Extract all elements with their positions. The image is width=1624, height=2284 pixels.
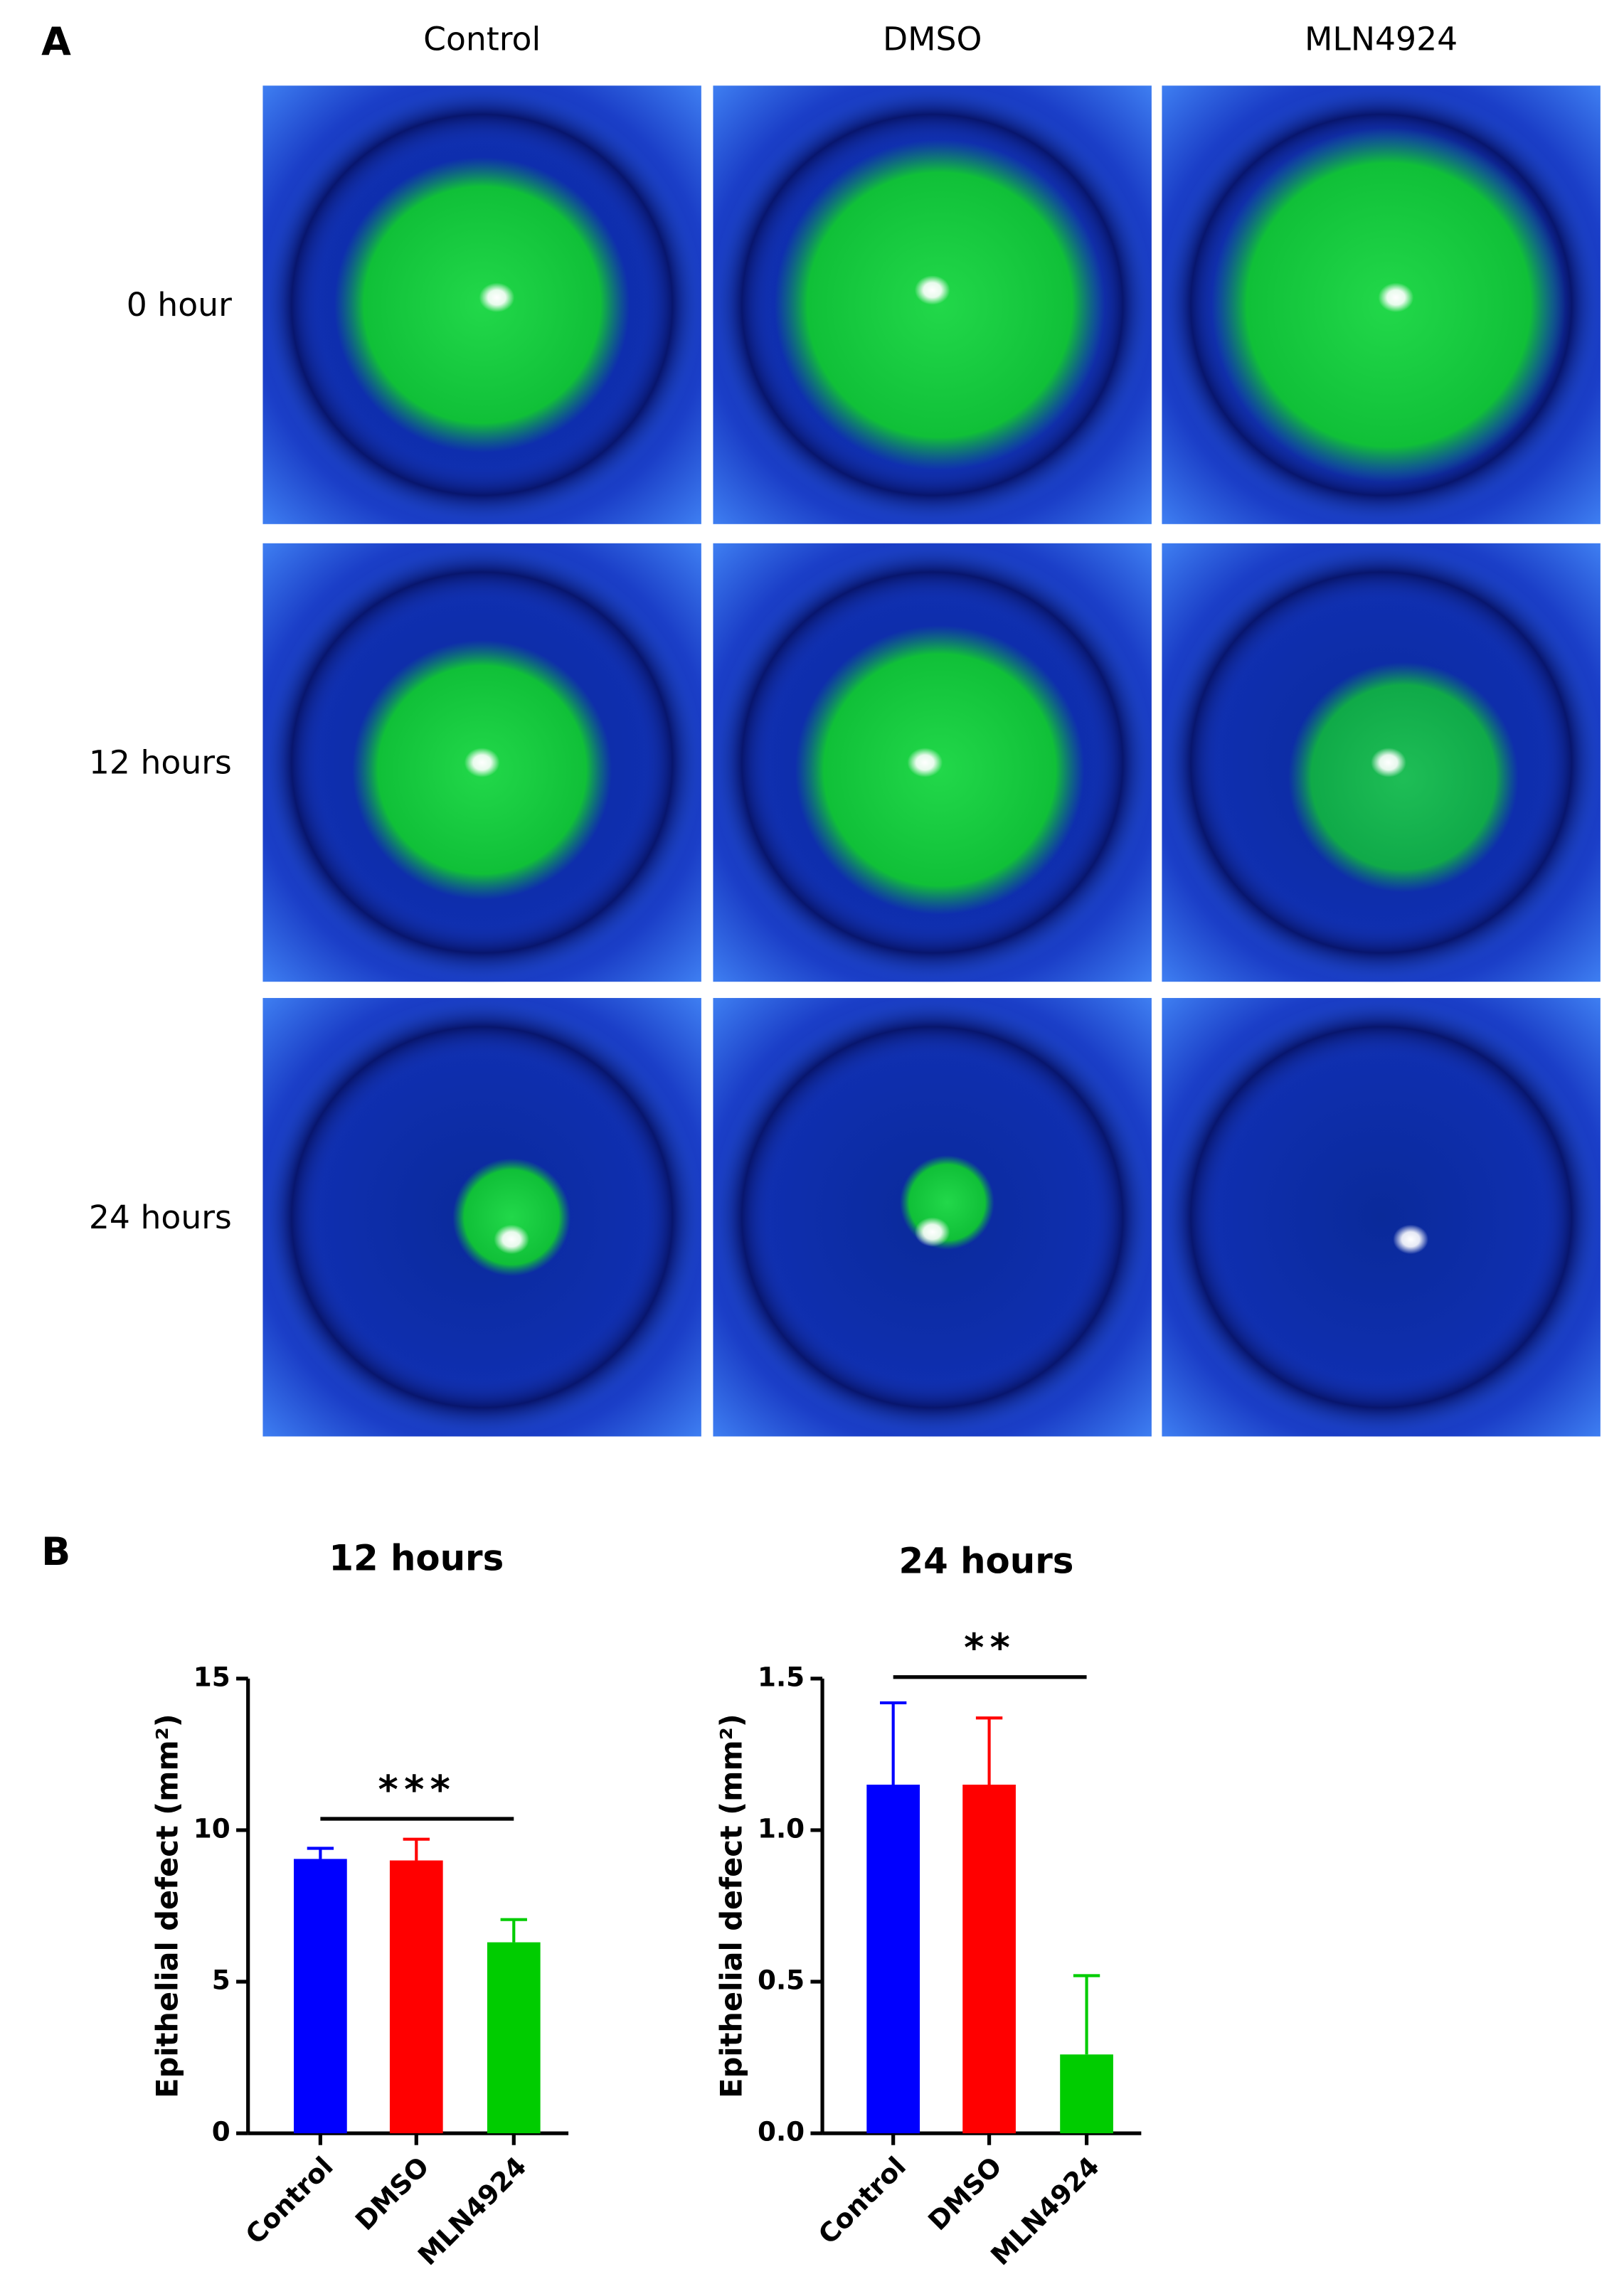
reflection <box>1371 748 1406 777</box>
reflection <box>494 1224 530 1255</box>
error-bar <box>975 1716 1003 1785</box>
y-tick-label: 1.0 <box>758 1812 805 1844</box>
y-tick-label: 0.5 <box>758 1965 805 1996</box>
fluorescein-stain <box>452 1158 571 1277</box>
significance-label: ** <box>964 1625 1016 1670</box>
reflection <box>479 282 515 312</box>
error-bar <box>307 1847 334 1859</box>
y-tick-label: 15 <box>193 1661 230 1692</box>
y-tick-label: 0.0 <box>758 2116 805 2147</box>
column-label: MLN4924 <box>1305 21 1458 58</box>
panel-label: A <box>41 19 71 64</box>
bar <box>1060 2054 1113 2134</box>
significance-label: *** <box>378 1767 457 1812</box>
chart-title: 12 hours <box>329 1537 504 1578</box>
row-label: 12 hours <box>89 744 232 782</box>
error-bar <box>1073 1974 1100 2055</box>
eye-photo <box>260 541 704 984</box>
error-bar <box>879 1701 907 1785</box>
fluorescein-stain <box>1288 662 1519 893</box>
row-label: 24 hours <box>89 1199 232 1236</box>
bar <box>487 1942 541 2134</box>
eye-photo <box>711 83 1155 526</box>
error-bar <box>403 1837 430 1861</box>
y-tick-label: 1.5 <box>758 1661 805 1692</box>
x-tick-label: DMSO <box>922 2150 1008 2236</box>
row-label: 0 hour <box>127 286 232 324</box>
eye-photo <box>260 83 704 526</box>
eye-photo <box>1159 83 1603 526</box>
x-tick-label: Control <box>239 2150 339 2250</box>
reflection <box>1378 282 1414 312</box>
column-label: Control <box>423 21 541 58</box>
y-tick-label: 5 <box>212 1965 230 1996</box>
eye-photo <box>260 995 704 1439</box>
eye-photo <box>711 995 1155 1439</box>
bar <box>294 1859 347 2134</box>
reflection <box>914 1217 950 1247</box>
y-tick-label: 10 <box>193 1812 230 1844</box>
x-tick-label: Control <box>812 2150 912 2250</box>
bar <box>389 1860 443 2134</box>
reflection <box>907 748 943 777</box>
y-axis-label: Epithelial defect (mm²) <box>150 1714 185 2098</box>
fluorescein-stain <box>774 139 1105 471</box>
panel-label: B <box>41 1529 70 1574</box>
y-tick-label: 0 <box>212 2116 230 2147</box>
reflection <box>464 748 500 777</box>
eye-photo <box>711 541 1155 984</box>
limbus-ring <box>1159 995 1603 1439</box>
y-axis-label: Epithelial defect (mm²) <box>714 1714 749 2098</box>
eye-photo <box>1159 995 1603 1439</box>
reflection <box>1393 1224 1429 1255</box>
eye-photo <box>1159 541 1603 984</box>
error-bar <box>500 1918 527 1943</box>
reflection <box>914 275 950 305</box>
bar <box>866 1785 920 2134</box>
column-label: DMSO <box>883 21 982 58</box>
x-tick-label: DMSO <box>349 2150 435 2236</box>
bar <box>962 1785 1016 2134</box>
chart-title: 24 hours <box>898 1540 1073 1581</box>
